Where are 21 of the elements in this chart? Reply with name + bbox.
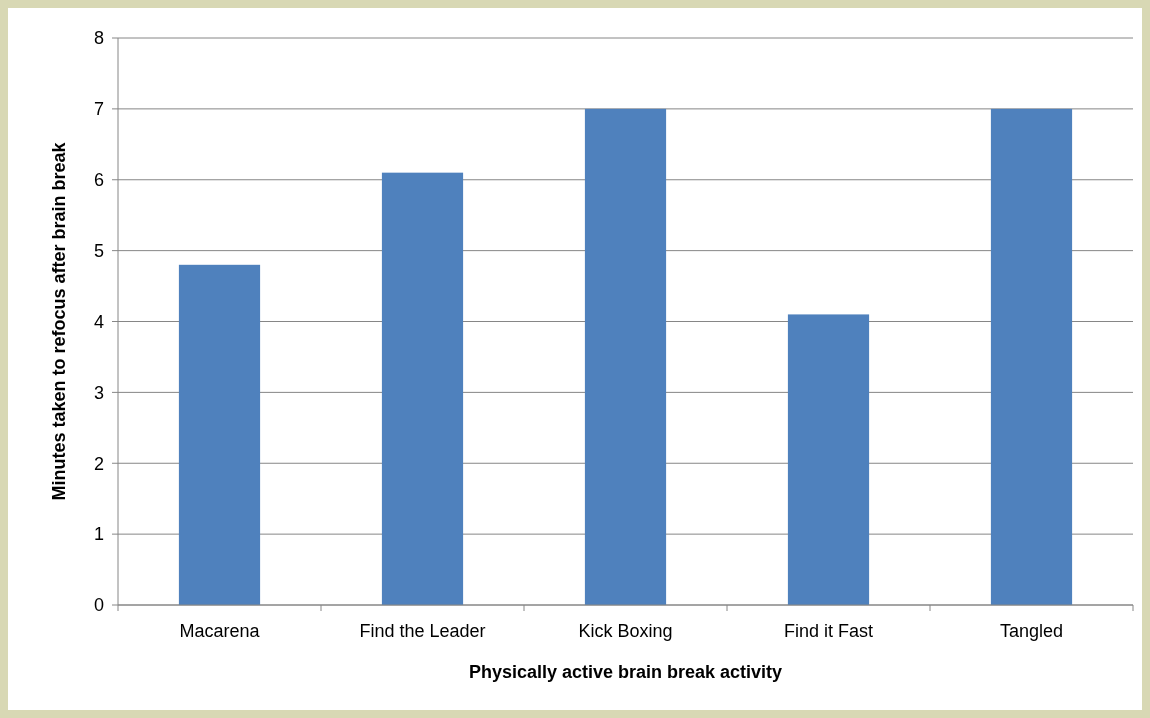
x-tick-label: Find it Fast xyxy=(783,621,874,641)
bar xyxy=(584,108,667,605)
x-tick-label: Tangled xyxy=(999,621,1064,641)
x-tick-label: Macarena xyxy=(179,621,261,641)
y-tick-label: 1 xyxy=(93,524,104,545)
y-tick-label: 0 xyxy=(93,595,104,616)
y-axis-title: Minutes taken to refocus after brain break xyxy=(49,141,69,501)
y-tick-label: 8 xyxy=(93,28,104,49)
y-tick-label: 7 xyxy=(93,99,104,120)
x-tick-label: Kick Boxing xyxy=(578,621,673,641)
x-axis-title: Physically active brain break activity xyxy=(468,662,783,682)
y-tick-label: 2 xyxy=(93,453,104,474)
bar xyxy=(381,172,464,605)
y-tick-label: 3 xyxy=(93,382,104,403)
x-tick-label: Find the Leader xyxy=(359,621,486,641)
bar xyxy=(787,314,870,605)
bar xyxy=(178,264,261,605)
y-tick-label: 5 xyxy=(93,240,104,261)
y-tick-label: 6 xyxy=(93,170,104,191)
y-tick-label: 4 xyxy=(93,311,104,332)
bar xyxy=(990,108,1073,605)
